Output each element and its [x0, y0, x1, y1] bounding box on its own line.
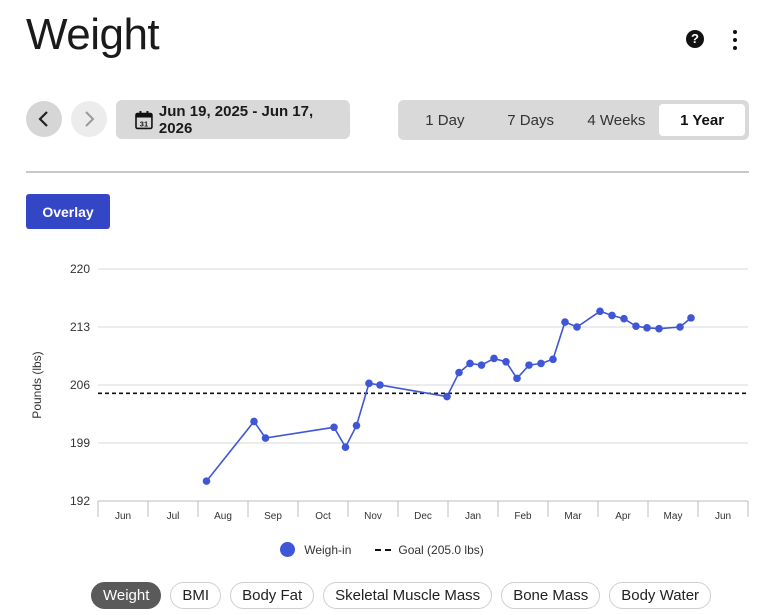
metric-tabs: Weight BMI Body Fat Skeletal Muscle Mass…	[91, 582, 712, 609]
svg-text:31: 31	[140, 119, 148, 128]
metric-tab-body-fat[interactable]: Body Fat	[230, 582, 315, 609]
weigh-in-point	[466, 359, 474, 368]
weigh-in-point	[341, 443, 350, 451]
metric-tab-body-water[interactable]: Body Water	[609, 582, 712, 609]
chart-legend: Weigh-in Goal (205.0 lbs)	[0, 542, 764, 557]
weigh-in-point	[502, 358, 510, 366]
weigh-in-point	[537, 359, 545, 368]
x-tick-label: Aug	[214, 511, 232, 522]
page-title: Weight	[26, 10, 160, 59]
chevron-left-icon	[38, 111, 48, 127]
tab-1-year[interactable]: 1 Year	[659, 104, 745, 136]
weigh-in-point	[676, 323, 684, 331]
weight-chart: 192 199 206 213 220 Pounds (lbs) Jun Jul Aug Sep O…	[30, 262, 749, 522]
x-tick-label: Jan	[465, 511, 481, 522]
weigh-in-point	[443, 392, 451, 401]
weigh-in-point	[202, 477, 211, 485]
x-tick-label: Oct	[315, 511, 331, 522]
weigh-in-legend-label: Weigh-in	[304, 542, 352, 557]
y-axis-label: Pounds (lbs)	[30, 351, 44, 418]
previous-range-button[interactable]	[26, 101, 62, 137]
weigh-in-point	[655, 324, 663, 333]
x-tick-label: Jun	[115, 511, 131, 522]
more-options-icon[interactable]	[724, 28, 746, 52]
divider	[26, 171, 749, 173]
calendar-icon: 31	[135, 110, 153, 129]
weigh-in-point	[376, 381, 384, 389]
x-tick-label: Sep	[264, 511, 282, 522]
weigh-in-point	[596, 307, 604, 316]
x-tick-label: Apr	[615, 511, 631, 522]
help-icon[interactable]: ?	[686, 30, 704, 48]
tab-4-weeks[interactable]: 4 Weeks	[587, 111, 646, 129]
weigh-in-point	[549, 355, 557, 364]
weigh-in-point	[261, 434, 270, 442]
weigh-in-point	[608, 311, 616, 320]
weigh-in-point	[490, 354, 498, 363]
overlay-button[interactable]: Overlay	[26, 194, 110, 229]
metric-tab-bmi[interactable]: BMI	[170, 582, 222, 609]
chevron-right-icon	[85, 111, 95, 127]
weigh-in-point	[330, 423, 338, 432]
y-tick-label: 199	[70, 436, 90, 450]
weigh-in-point	[687, 314, 695, 322]
x-tick-label: Mar	[564, 511, 582, 522]
goal-legend-label: Goal (205.0 lbs)	[398, 542, 484, 557]
y-tick-label: 192	[70, 494, 90, 508]
weigh-in-point	[365, 379, 373, 388]
x-tick-label: May	[664, 511, 683, 522]
weigh-in-point	[525, 361, 533, 369]
x-tick-label: Nov	[364, 511, 382, 522]
y-tick-label: 220	[70, 262, 90, 276]
x-tick-label: Dec	[414, 511, 432, 522]
y-tick-label: 206	[70, 378, 90, 392]
x-tick-label: Jun	[715, 511, 731, 522]
tab-7-days[interactable]: 7 Days	[507, 111, 554, 129]
y-tick-label: 213	[70, 320, 90, 334]
metric-tab-bone-mass[interactable]: Bone Mass	[501, 582, 601, 609]
date-range-picker[interactable]: 31 Jun 19, 2025 - Jun 17, 2026	[116, 100, 350, 139]
weigh-in-point	[561, 318, 569, 326]
next-range-button[interactable]	[71, 101, 107, 137]
date-range-label: Jun 19, 2025 - Jun 17, 2026	[158, 102, 314, 137]
weigh-in-point	[455, 368, 463, 377]
weigh-in-point	[632, 322, 640, 330]
weigh-in-point	[643, 324, 651, 332]
weigh-in-point	[573, 323, 581, 331]
x-tick-label: Jul	[167, 511, 180, 522]
weigh-in-point	[513, 374, 521, 383]
range-tabs: 1 Day 7 Days 4 Weeks 1 Year	[398, 100, 749, 140]
goal-legend-marker	[375, 548, 392, 551]
tab-1-day[interactable]: 1 Day	[425, 111, 465, 129]
metric-tab-weight[interactable]: Weight	[91, 582, 162, 609]
weigh-in-point	[250, 417, 258, 426]
weigh-in-point	[620, 314, 628, 323]
weigh-in-point	[477, 361, 486, 369]
weigh-in-point	[352, 421, 361, 430]
x-tick-label: Feb	[514, 511, 532, 522]
metric-tab-skeletal-muscle-mass[interactable]: Skeletal Muscle Mass	[323, 582, 493, 609]
weigh-in-legend-marker	[280, 542, 296, 557]
weigh-in-line	[205, 310, 692, 482]
